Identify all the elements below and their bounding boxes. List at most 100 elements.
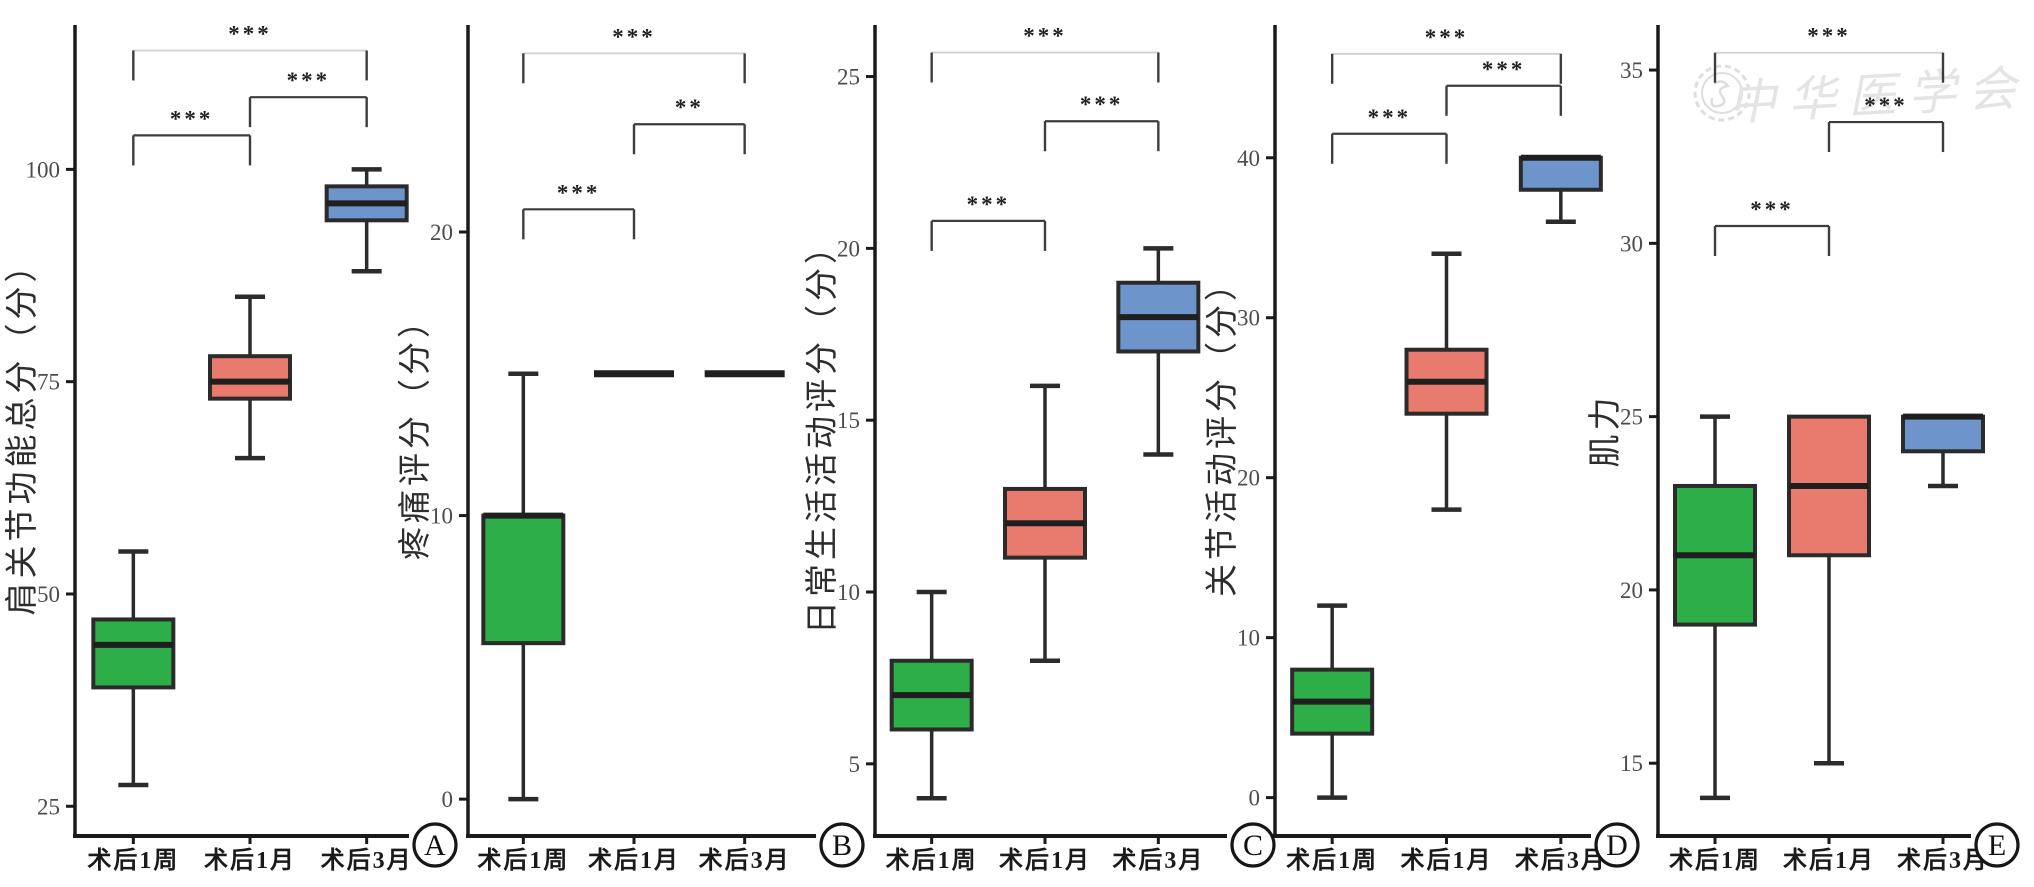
y-axis-title: 肩关节功能总分（分） — [4, 246, 41, 616]
sig-bracket-C-1: *** — [930, 192, 1047, 251]
y-tick-label: 40 — [1237, 146, 1260, 171]
significance-stars: *** — [1807, 24, 1851, 49]
significance-stars: *** — [170, 106, 214, 131]
sig-bracket-E-1: *** — [1713, 197, 1831, 257]
panel-letter-text: D — [1606, 829, 1628, 862]
category-label: 术后1月 — [204, 847, 296, 874]
sig-bracket-C-2: *** — [1043, 92, 1160, 152]
cma-seal-glyph-icon — [1710, 80, 1731, 108]
box-E-1 — [1673, 414, 1757, 801]
panel-E: 15 20 25 30 35 术后1周 术后1月 术后3月 肌力 *** *** *** E — [1587, 24, 2020, 874]
box-A-2 — [208, 294, 292, 461]
panel-C: 5 10 15 20 25 术后1周 术后1月 术后3月 日常生活活动评分（分） *** *** **… — [804, 23, 1276, 874]
panel-letter-circle-icon — [819, 822, 865, 868]
y-tick-label: 0 — [1249, 786, 1261, 811]
iqr-box — [1518, 155, 1603, 192]
y-tick-label: 10 — [837, 580, 860, 605]
significance-stars: *** — [557, 180, 601, 205]
panel-letter-text: C — [1243, 829, 1263, 862]
significance-stars: *** — [1864, 93, 1908, 118]
sig-bracket-B-1: *** — [522, 180, 636, 240]
y-tick-label: 25 — [837, 65, 860, 90]
y-axis-title: 关节活动评分（分） — [1204, 264, 1241, 597]
sig-bracket-B-2: ** — [632, 95, 746, 155]
panel-letter-text: A — [424, 829, 446, 862]
box-E-3 — [1901, 413, 1985, 489]
category-label: 术后3月 — [1515, 847, 1607, 874]
sig-bracket-E-3: *** — [1713, 24, 1945, 83]
category-label: 术后1月 — [588, 847, 680, 874]
box-D-3 — [1518, 154, 1603, 225]
y-tick-label: 10 — [1237, 626, 1260, 651]
y-tick-label: 25 — [37, 794, 60, 819]
category-label: 术后1周 — [1669, 847, 1761, 874]
panel-letter-circle-icon — [1974, 822, 2020, 868]
category-label: 术后1周 — [886, 847, 978, 874]
box-C-3 — [1116, 246, 1201, 457]
iqr-box — [1901, 414, 1985, 454]
significance-stars: *** — [1023, 23, 1067, 48]
y-tick-label: 20 — [837, 236, 860, 261]
sig-bracket-B-3: *** — [522, 24, 746, 84]
significance-stars: *** — [1425, 25, 1469, 50]
y-tick-label: 100 — [26, 157, 61, 182]
box-A-3 — [324, 167, 409, 274]
y-tick-label: 0 — [442, 787, 454, 812]
y-tick-label: 75 — [37, 370, 60, 395]
panel-letter-circle-icon — [412, 822, 458, 868]
category-label: 术后1月 — [999, 847, 1091, 874]
box-B-1 — [481, 371, 566, 802]
significance-stars: *** — [1482, 57, 1526, 82]
y-tick-label: 15 — [837, 408, 860, 433]
category-label: 术后3月 — [1112, 847, 1204, 874]
y-tick-label: 10 — [430, 504, 453, 529]
sig-bracket-A-3: *** — [132, 21, 368, 81]
box-C-2 — [1003, 383, 1087, 663]
panel-letter-circle-icon — [1230, 822, 1276, 868]
category-label: 术后1周 — [87, 847, 179, 874]
y-tick-label: 50 — [37, 582, 60, 607]
sig-bracket-D-2: *** — [1445, 57, 1563, 116]
panel-D: 0 10 20 30 40 术后1周 术后1月 术后3月 关节活动评分（分） *** *** *** D — [1204, 25, 1640, 874]
y-axis-title: 肌力 — [1587, 394, 1624, 468]
iqr-box — [91, 617, 176, 690]
y-axis-title: 日常生活活动评分（分） — [804, 227, 841, 634]
significance-stars: *** — [228, 21, 272, 46]
sig-bracket-D-3: *** — [1330, 25, 1563, 84]
significance-stars: *** — [287, 68, 331, 93]
panel-letter-text: E — [1988, 829, 2006, 862]
sig-bracket-E-2: *** — [1827, 93, 1945, 153]
significance-stars: ** — [675, 95, 704, 120]
sig-bracket-A-2: *** — [248, 68, 368, 128]
category-label: 术后3月 — [699, 847, 791, 874]
y-tick-label: 30 — [1620, 231, 1643, 256]
significance-stars: *** — [612, 24, 656, 49]
panel-letter-D: D — [1594, 822, 1640, 868]
box-D-2 — [1404, 251, 1489, 512]
category-label: 术后1月 — [1401, 847, 1493, 874]
box-A-1 — [91, 549, 176, 788]
cma-seal-inner-icon — [1701, 72, 1743, 114]
cma-seal-icon — [1693, 64, 1751, 122]
iqr-box — [481, 513, 566, 646]
significance-stars: *** — [967, 192, 1011, 217]
category-label: 术后1周 — [477, 847, 569, 874]
sig-bracket-A-1: *** — [132, 106, 252, 166]
panel-letter-text: B — [832, 829, 852, 862]
panel-letter-B: B — [819, 822, 865, 868]
significance-stars: *** — [1080, 92, 1124, 117]
panel-letter-C: C — [1230, 822, 1276, 868]
panel-letter-E: E — [1974, 822, 2020, 868]
y-axis-title: 疼痛评分（分） — [397, 301, 434, 560]
y-tick-label: 5 — [849, 752, 861, 777]
category-label: 术后1月 — [1783, 847, 1875, 874]
y-tick-label: 30 — [1237, 306, 1260, 331]
y-tick-label: 20 — [1237, 466, 1260, 491]
category-label: 术后3月 — [321, 847, 413, 874]
box-C-1 — [889, 589, 974, 801]
